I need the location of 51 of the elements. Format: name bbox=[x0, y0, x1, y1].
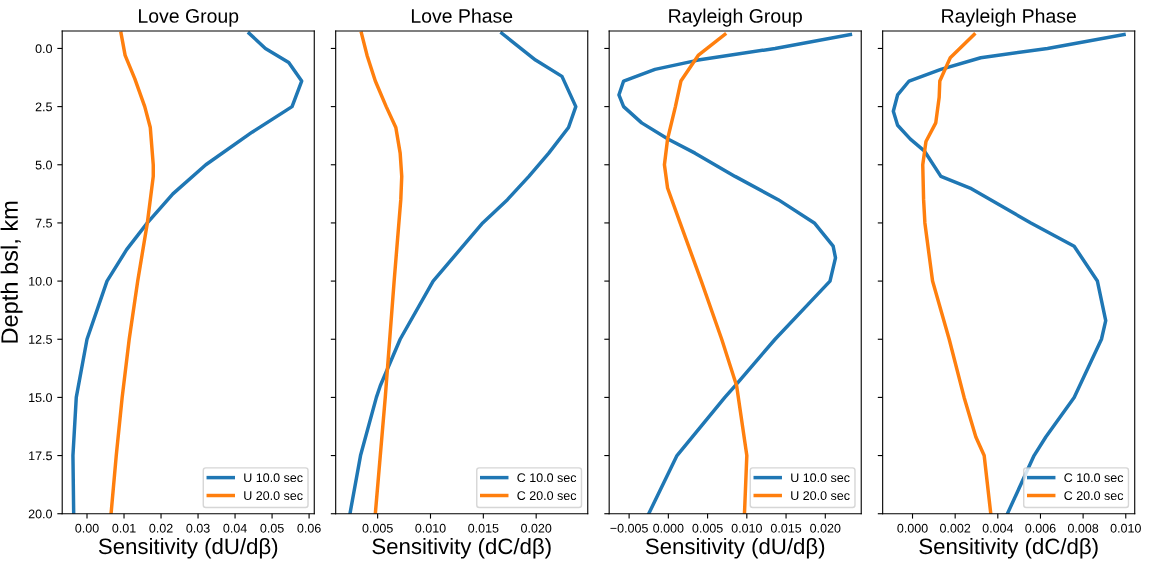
y-tick-label: 0.0 bbox=[35, 44, 52, 54]
y-tick-label: 2.5 bbox=[35, 102, 52, 112]
x-tick-label: 0.005 bbox=[362, 523, 393, 533]
legend-label: C 10.0 sec bbox=[517, 473, 577, 483]
x-tick-label: 0.05 bbox=[260, 523, 284, 533]
x-tick-label: 0.02 bbox=[149, 523, 173, 533]
x-tick-label: 0.03 bbox=[186, 523, 210, 533]
y-tick-label: 5.0 bbox=[35, 160, 52, 170]
x-tick-label: 0.010 bbox=[1110, 523, 1141, 533]
x-axis-title: Sensitivity (dU/dβ) bbox=[645, 537, 825, 559]
legend-label: U 20.0 sec bbox=[791, 491, 850, 501]
legend-label: C 20.0 sec bbox=[517, 491, 577, 501]
x-tick-label: 0.008 bbox=[1067, 523, 1099, 533]
legend-label: U 10.0 sec bbox=[244, 473, 303, 483]
x-tick-label: 0.01 bbox=[112, 523, 136, 533]
legend-label: C 10.0 sec bbox=[1064, 473, 1124, 483]
x-tick-label: 0.006 bbox=[1025, 523, 1056, 533]
chart-title: Love Group bbox=[139, 9, 239, 27]
y-tick-label: 10.0 bbox=[29, 276, 52, 286]
y-tick-label: 12.5 bbox=[29, 335, 52, 344]
y-tick-label: 17.5 bbox=[29, 451, 52, 461]
x-tick-label: 0.002 bbox=[940, 523, 971, 533]
x-tick-label: 0.004 bbox=[982, 523, 1014, 533]
y-axis-title: Depth bsl, km bbox=[0, 201, 23, 343]
x-tick-label: 0.020 bbox=[810, 523, 841, 533]
x-axis-title: Sensitivity (dU/dβ) bbox=[98, 537, 278, 559]
x-tick-label: 0.010 bbox=[415, 523, 446, 533]
x-tick-label: 0.010 bbox=[731, 523, 762, 533]
x-tick-label: 0.06 bbox=[297, 523, 321, 533]
line-series bbox=[71, 31, 304, 514]
y-tick-label: 7.5 bbox=[35, 218, 52, 228]
x-tick-label: 0.015 bbox=[468, 523, 499, 533]
x-tick-label: 0.04 bbox=[223, 523, 247, 533]
x-axis-title: Sensitivity (dC/dβ) bbox=[919, 537, 1098, 559]
x-axis-title: Sensitivity (dC/dβ) bbox=[372, 537, 551, 559]
chart-title: Rayleigh Group bbox=[669, 8, 802, 27]
line-series bbox=[109, 31, 155, 514]
x-tick-label: 0.000 bbox=[653, 523, 684, 533]
legend-label: U 20.0 sec bbox=[244, 491, 303, 501]
x-tick-label: 0.020 bbox=[521, 523, 552, 533]
x-tick-label: −0.005 bbox=[610, 523, 648, 533]
x-tick-label: 0.015 bbox=[770, 523, 802, 533]
legend-label: U 10.0 sec bbox=[791, 473, 850, 483]
x-tick-label: 0.005 bbox=[692, 523, 723, 533]
y-tick-label: 15.0 bbox=[29, 393, 52, 403]
y-tick-label: 20.0 bbox=[28, 509, 52, 519]
chart-title: Rayleigh Phase bbox=[942, 8, 1076, 27]
chart-title: Love Phase bbox=[411, 8, 513, 23]
x-tick-label: 0.00 bbox=[75, 523, 99, 533]
legend-label: C 20.0 sec bbox=[1064, 491, 1124, 501]
x-tick-label: 0.000 bbox=[897, 523, 928, 533]
